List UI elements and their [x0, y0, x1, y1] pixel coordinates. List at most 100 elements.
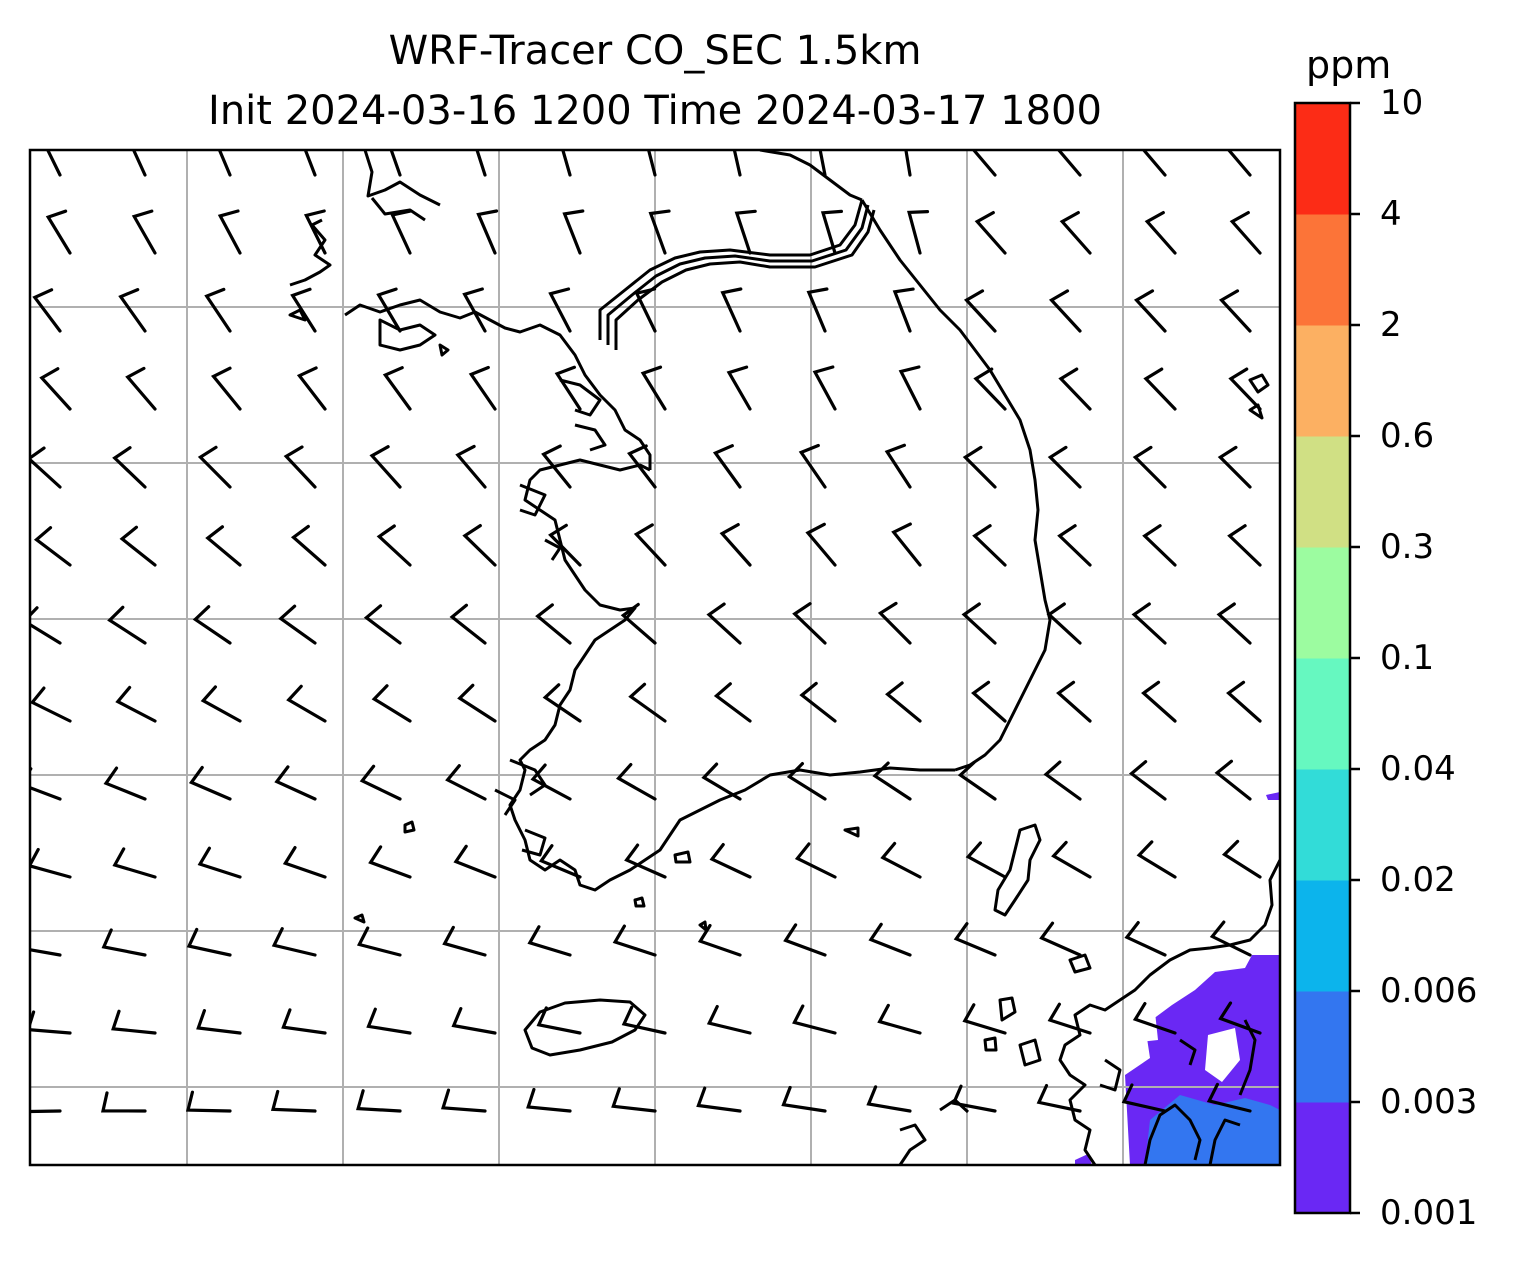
wind-barb-icon: [634, 287, 657, 333]
wind-barb-icon: [1132, 445, 1167, 489]
wind-barb-icon: [303, 209, 327, 255]
wind-barb-icon: [1059, 211, 1092, 255]
wind-barb-icon: [389, 150, 402, 177]
wind-barb-icon: [799, 681, 837, 723]
wind-barb-icon: [186, 927, 232, 957]
wind-barb-icon: [812, 365, 837, 411]
wind-barb-icon: [101, 1091, 147, 1113]
colorbar-tick-label: 4: [1380, 194, 1402, 234]
wind-barbs: [30, 150, 1262, 1114]
wind-barb-icon: [118, 288, 147, 333]
plume-mid: [1145, 1095, 1280, 1165]
map-frame: [28, 148, 1282, 1167]
wind-barb-icon: [283, 445, 317, 489]
wind-barb-icon: [1057, 524, 1092, 567]
wind-barb-icon: [805, 522, 837, 567]
wind-barb-icon: [204, 287, 232, 333]
coastline-nk-north: [759, 150, 863, 202]
coastline-east-korea: [860, 199, 1052, 772]
wind-barb-icon: [953, 922, 997, 957]
wind-barb-icon: [197, 846, 242, 879]
wind-barb-icon: [706, 1005, 752, 1035]
wind-barb-icon: [898, 365, 922, 411]
wind-barb-icon: [961, 602, 997, 645]
wind-barb-icon: [1039, 921, 1082, 957]
border-line: [614, 209, 876, 350]
wind-barb-icon: [726, 365, 752, 411]
wind-barb-icon: [1141, 150, 1167, 177]
wind-barb-icon: [884, 443, 912, 489]
colorbar-segment: [1295, 103, 1350, 215]
wind-barb-icon: [196, 1009, 242, 1035]
wind-barb-icon: [366, 1007, 412, 1035]
wind-barb-icon: [274, 765, 317, 801]
wind-barb-icon: [112, 446, 147, 489]
wind-barb-icon: [1051, 840, 1092, 879]
wind-barb-icon: [1133, 289, 1167, 333]
wind-barb-icon: [457, 683, 497, 723]
wind-barb-icon: [974, 211, 1007, 255]
wind-barb-icon: [1131, 602, 1167, 645]
wind-barb-icon: [462, 524, 497, 567]
colorbar-segment: [1295, 325, 1350, 437]
wind-barb-icon: [290, 524, 327, 567]
wind-barb-icon: [39, 367, 72, 411]
wind-barb-icon: [615, 763, 657, 801]
wind-barb-icon: [282, 846, 327, 879]
wind-barb-icon: [1228, 367, 1262, 411]
wind-barb-icon: [891, 522, 922, 567]
wind-barb-icon: [30, 1010, 72, 1035]
wind-barb-icon: [369, 445, 402, 489]
colorbar-segment: [1295, 769, 1350, 881]
coastline: [288, 150, 1280, 1165]
wind-barb-icon: [101, 928, 147, 957]
colorbar-tick-label: 0.003: [1380, 1082, 1478, 1122]
wind-barb-icon: [820, 209, 843, 255]
graticule: [30, 150, 1280, 1165]
wind-barb-icon: [536, 1006, 582, 1035]
colorbar-unit: ppm: [1306, 43, 1392, 87]
wind-barb-icon: [1048, 289, 1082, 333]
colorbar-segment: [1295, 880, 1350, 992]
wind-barb-icon: [30, 606, 62, 645]
wind-barb-icon: [1132, 1002, 1177, 1035]
wind-barb-icon: [957, 761, 997, 801]
colorbar-segment: [1295, 214, 1350, 326]
wind-barb-icon: [368, 845, 412, 879]
wind-barb-icon: [541, 444, 572, 489]
border-line: [598, 199, 864, 340]
wind-barb-icon: [131, 150, 147, 177]
colorbar-segment: [1295, 1102, 1350, 1214]
wind-barb-icon: [30, 446, 62, 489]
wind-barb-icon: [1046, 602, 1082, 645]
wind-barb-icon: [462, 287, 487, 333]
wind-barb-icon: [562, 209, 585, 255]
coastline-goto: [898, 953, 1092, 1165]
wind-barb-icon: [1214, 759, 1252, 801]
colorbar-tick-label: 10: [1380, 83, 1424, 123]
wind-barb-icon: [296, 366, 327, 411]
wind-barb-icon: [971, 150, 997, 177]
wind-barb-icon: [696, 1086, 742, 1113]
colorbar: [1293, 101, 1360, 1215]
wind-barb-icon: [892, 287, 915, 333]
wind-barb-icon: [548, 523, 582, 567]
coastline-west-detail: [494, 378, 607, 857]
colorbar-tick-label: 0.3: [1380, 527, 1435, 567]
wind-barb-icon: [1124, 921, 1167, 957]
wind-barb-icon: [786, 762, 827, 801]
wind-barb-icon: [732, 150, 742, 177]
colorbar-tick-label: 0.04: [1380, 749, 1456, 789]
wind-barb-icon: [792, 1004, 837, 1035]
coastline-west-korea: [508, 458, 955, 892]
wind-barb-icon: [783, 923, 827, 957]
wind-barb-icon: [451, 1007, 497, 1035]
colorbar-tick-label: 0.001: [1380, 1193, 1478, 1233]
wind-barb-icon: [885, 681, 922, 723]
colorbar-tick-label: 0.006: [1380, 971, 1478, 1011]
wind-barb-icon: [706, 602, 742, 645]
wind-barb-icon: [271, 927, 317, 957]
coastline-kyushu: [1058, 859, 1280, 1165]
wind-barb-icon: [119, 525, 157, 567]
